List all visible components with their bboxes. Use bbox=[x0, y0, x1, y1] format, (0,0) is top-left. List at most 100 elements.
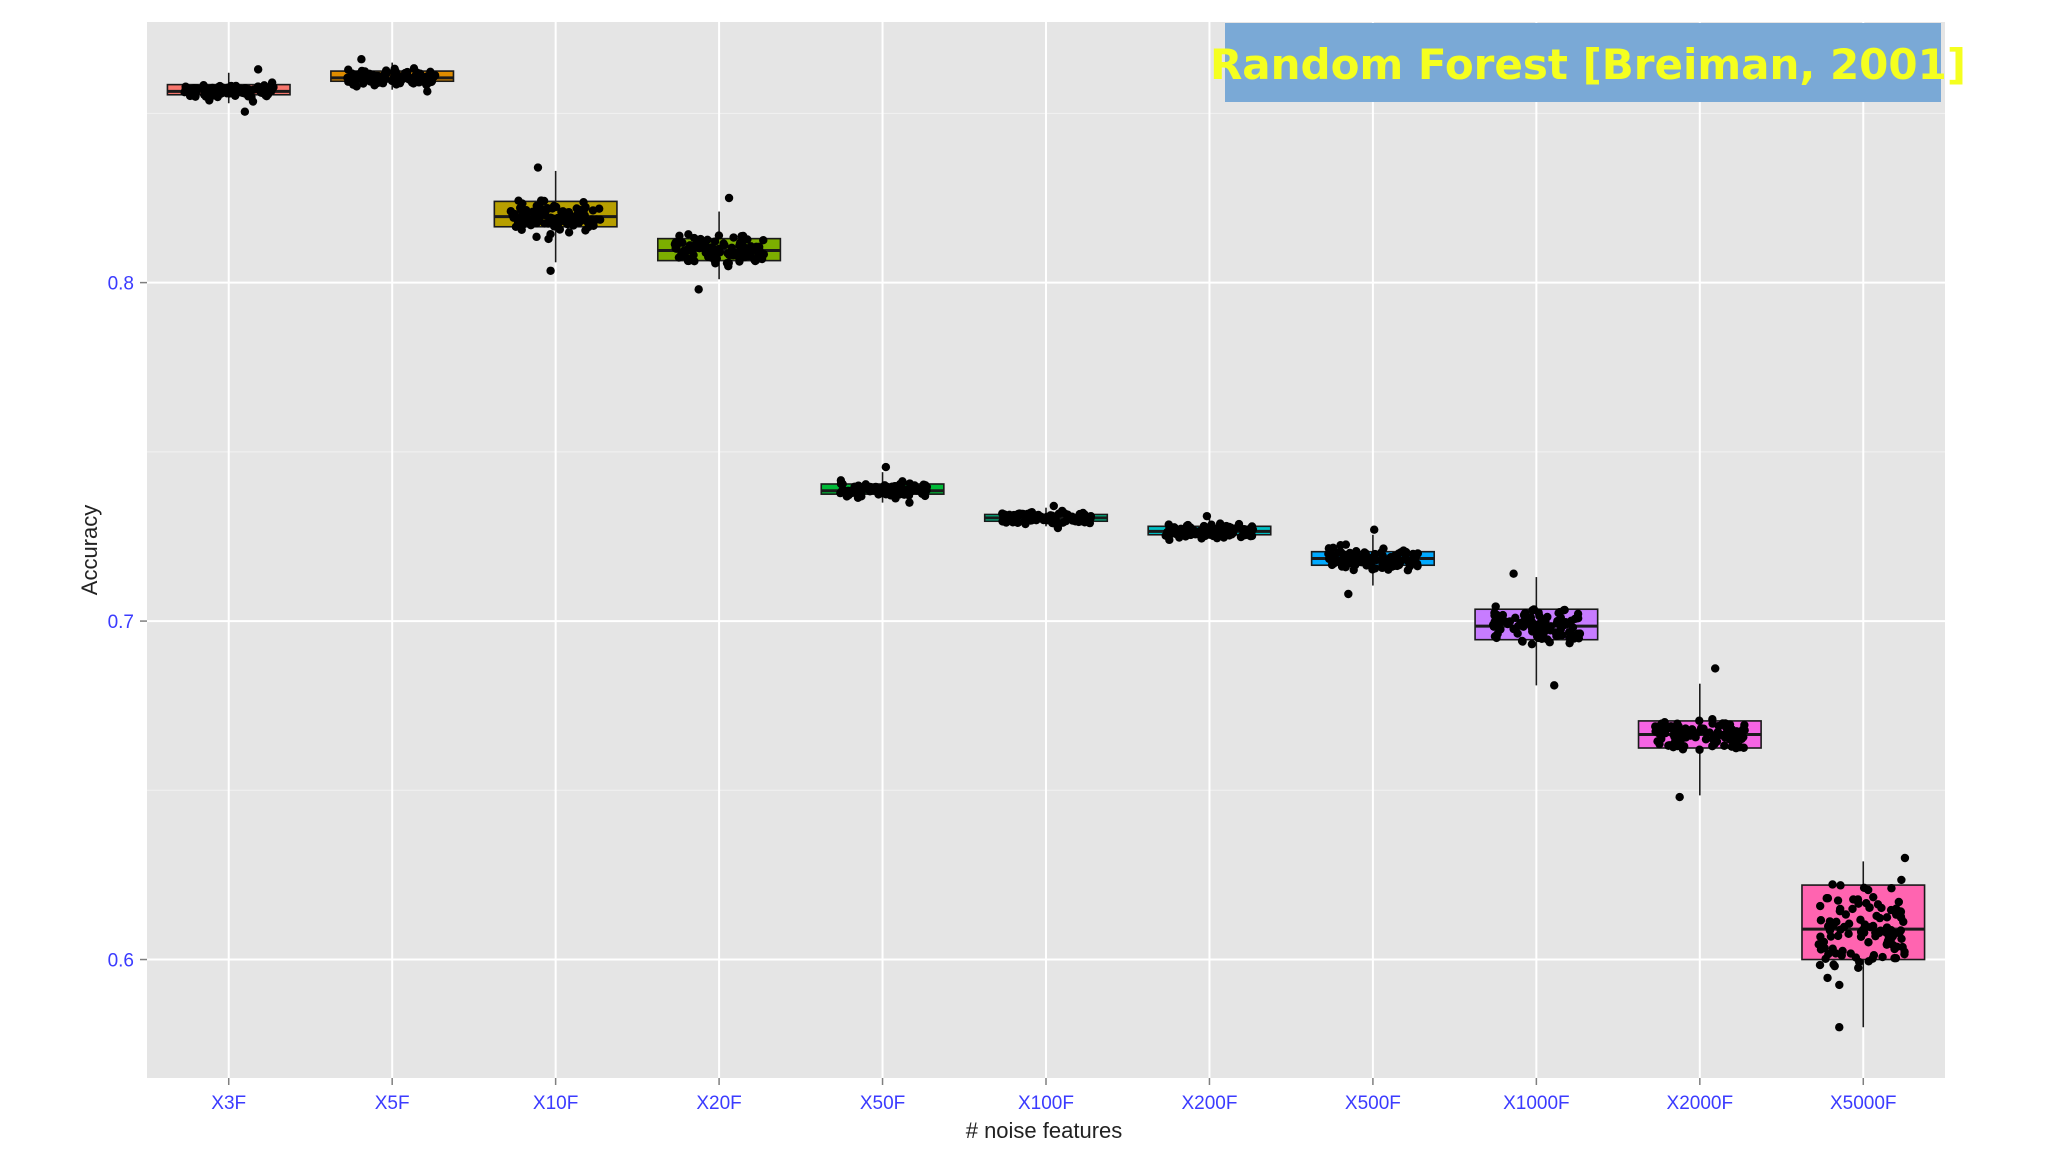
jitter-point bbox=[1034, 510, 1043, 520]
jitter-point bbox=[1326, 553, 1336, 562]
jitter-point bbox=[253, 65, 263, 74]
jitter-point bbox=[1528, 606, 1537, 615]
jitter-point bbox=[357, 55, 366, 64]
jitter-point bbox=[1868, 921, 1878, 931]
jitter-point bbox=[1714, 730, 1723, 739]
jitter-point bbox=[1070, 515, 1079, 524]
jitter-point bbox=[1900, 853, 1910, 863]
jitter-point bbox=[1651, 722, 1660, 731]
jitter-point bbox=[1209, 531, 1218, 541]
jitter-point bbox=[1489, 622, 1499, 631]
jitter-point bbox=[566, 211, 575, 221]
jitter-point bbox=[535, 216, 544, 225]
jitter-point bbox=[349, 80, 358, 89]
x-tick-label: X2000F bbox=[1667, 1093, 1734, 1114]
jitter-point bbox=[1895, 928, 1904, 938]
jitter-point bbox=[557, 207, 566, 217]
title-banner: Random Forest [Breiman, 2001] bbox=[1210, 23, 1966, 102]
jitter-point bbox=[1023, 509, 1032, 519]
jitter-point bbox=[854, 481, 863, 490]
jitter-point bbox=[546, 229, 555, 239]
jitter-point bbox=[757, 254, 767, 264]
jitter-point bbox=[1833, 931, 1843, 941]
jitter-point bbox=[919, 480, 928, 489]
jitter-point bbox=[1725, 735, 1734, 744]
jitter-point bbox=[1553, 618, 1562, 628]
y-tick-label: 0.6 bbox=[108, 951, 134, 972]
jitter-point bbox=[1379, 544, 1388, 553]
jitter-point bbox=[1886, 926, 1896, 935]
jitter-point bbox=[579, 198, 588, 207]
jitter-point bbox=[1527, 639, 1537, 649]
jitter-point bbox=[1816, 945, 1826, 954]
jitter-point bbox=[240, 107, 250, 116]
x-axis-title: # noise features bbox=[966, 1118, 1123, 1143]
jitter-point bbox=[889, 485, 899, 494]
jitter-point bbox=[595, 215, 605, 224]
jitter-point bbox=[1833, 896, 1843, 905]
jitter-point bbox=[1848, 904, 1857, 914]
jitter-point bbox=[518, 199, 527, 208]
jitter-point bbox=[192, 84, 201, 93]
jitter-point bbox=[566, 218, 576, 228]
jitter-point bbox=[1710, 664, 1720, 673]
jitter-point bbox=[1529, 621, 1539, 630]
jitter-point bbox=[1509, 569, 1518, 578]
jitter-point bbox=[1835, 1023, 1844, 1032]
jitter-point bbox=[1897, 875, 1906, 885]
jitter-point bbox=[1049, 501, 1058, 511]
jitter-point bbox=[1695, 716, 1704, 725]
jitter-point bbox=[1211, 524, 1221, 534]
jitter-point bbox=[711, 259, 720, 268]
jitter-point bbox=[1712, 737, 1722, 746]
jitter-point bbox=[1896, 912, 1905, 921]
jitter-point bbox=[423, 87, 432, 96]
jitter-point bbox=[410, 72, 420, 82]
jitter-point bbox=[1197, 534, 1206, 543]
jitter-points bbox=[180, 55, 1910, 1032]
jitter-point bbox=[1001, 518, 1011, 527]
jitter-point bbox=[532, 232, 541, 242]
jitter-point bbox=[511, 222, 521, 231]
jitter-point bbox=[724, 258, 734, 268]
jitter-point bbox=[1871, 928, 1880, 937]
jitter-point bbox=[684, 230, 693, 239]
jitter-point bbox=[694, 285, 703, 294]
jitter-point bbox=[999, 510, 1009, 519]
jitter-point bbox=[1891, 953, 1901, 963]
jitter-point bbox=[1696, 724, 1706, 733]
jitter-point bbox=[400, 72, 409, 82]
jitter-point bbox=[1080, 518, 1089, 527]
jitter-point bbox=[1186, 523, 1195, 532]
jitter-point bbox=[1878, 952, 1887, 962]
x-tick-label: X50F bbox=[860, 1093, 905, 1114]
jitter-point bbox=[1695, 745, 1704, 754]
jitter-point bbox=[735, 241, 744, 250]
jitter-point bbox=[1365, 556, 1375, 566]
jitter-point bbox=[1869, 950, 1879, 960]
jitter-point bbox=[1835, 980, 1844, 990]
jitter-point bbox=[1240, 528, 1250, 538]
jitter-point bbox=[354, 74, 363, 84]
jitter-point bbox=[1875, 913, 1885, 923]
x-tick-label: X20F bbox=[696, 1093, 741, 1114]
y-tick-label: 0.8 bbox=[108, 274, 134, 295]
jitter-point bbox=[580, 214, 589, 223]
y-axis-ticks: 0.6 0.7 0.8 bbox=[108, 274, 147, 972]
jitter-point bbox=[1720, 741, 1729, 750]
jitter-point bbox=[895, 479, 905, 489]
jitter-point bbox=[733, 250, 742, 259]
jitter-point bbox=[1370, 525, 1379, 534]
jitter-point bbox=[181, 86, 190, 95]
jitter-point bbox=[581, 226, 590, 235]
jitter-point bbox=[363, 73, 372, 82]
x-tick-label: X5000F bbox=[1830, 1093, 1897, 1114]
jitter-point bbox=[1836, 881, 1845, 890]
jitter-point bbox=[1657, 719, 1666, 728]
jitter-point bbox=[522, 206, 531, 215]
jitter-point bbox=[409, 64, 419, 73]
jitter-point bbox=[1347, 550, 1356, 559]
jitter-point bbox=[1521, 619, 1530, 629]
jitter-point bbox=[548, 204, 557, 213]
